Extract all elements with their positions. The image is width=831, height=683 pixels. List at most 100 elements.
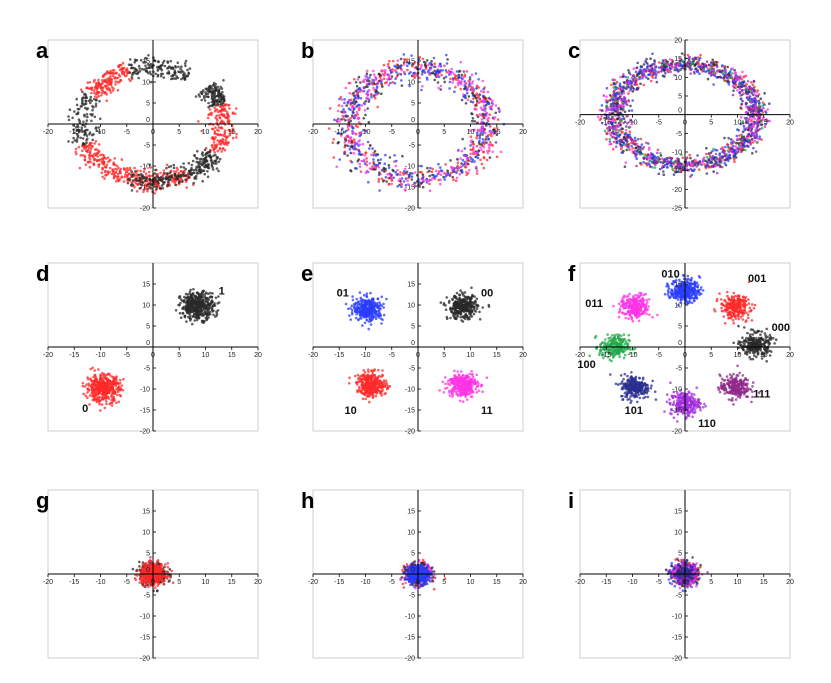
data-point [651,76,654,79]
data-point [475,84,479,88]
data-point [118,64,121,67]
data-point [204,155,208,159]
data-point [487,102,491,105]
data-point [414,66,417,69]
data-point [390,182,394,186]
data-point [217,97,221,101]
data-point [134,177,138,181]
y-tick-label: -10 [672,150,682,157]
data-point [378,76,382,79]
data-point [690,67,693,71]
data-point [100,91,104,95]
data-point [758,116,762,119]
data-point [184,64,187,68]
data-point [352,126,355,130]
data-point [186,299,190,302]
data-point [429,68,432,71]
data-point [471,100,475,104]
data-point [763,103,766,106]
data-point [137,64,141,68]
data-point [194,95,198,98]
data-point [149,72,153,76]
data-point [716,69,720,72]
data-point [338,158,342,161]
data-point [614,82,617,86]
data-point [171,179,174,183]
data-point [364,78,368,81]
data-point [120,384,123,387]
data-point [226,141,230,145]
data-point [177,175,181,178]
data-point [97,368,100,371]
data-point [628,130,632,134]
data-point [84,106,87,110]
data-point [696,60,699,64]
data-point [104,173,107,177]
data-point [79,154,82,157]
data-point [103,406,107,410]
data-point [449,159,452,162]
data-point [499,150,503,154]
data-point [656,151,659,155]
data-point [146,188,149,191]
data-point [226,135,230,138]
data-point [67,140,70,143]
data-point [179,316,183,320]
data-point [211,127,215,131]
data-point [219,102,223,106]
data-point [75,103,79,107]
data-point [76,107,80,111]
data-point [208,149,212,153]
data-point [154,72,157,76]
data-point [355,110,359,114]
data-point [433,73,437,76]
data-point [464,154,467,158]
data-point [198,160,202,163]
data-point [452,178,455,182]
data-point [380,69,383,72]
data-point [375,93,379,96]
data-point [377,162,381,165]
data-point [105,163,109,167]
data-point [460,149,464,153]
data-point [654,65,657,68]
data-point [99,153,102,157]
data-point [366,107,370,110]
data-point [396,59,400,62]
data-point [195,318,199,322]
data-point [115,180,118,183]
data-point [662,173,666,176]
data-point [116,76,120,80]
data-point [463,147,467,150]
data-point [87,99,91,103]
data-point [399,57,403,61]
data-point [159,171,162,175]
data-point [399,66,402,69]
data-point [206,116,210,120]
data-point [605,108,609,112]
data-point [67,118,71,122]
data-point [693,64,696,67]
data-point [218,114,221,117]
data-point [649,57,652,60]
data-point [483,139,486,143]
data-point [614,131,618,134]
y-tick-label: -5 [144,143,150,150]
data-point [197,316,201,319]
data-point [474,151,478,155]
data-point [106,395,110,399]
data-point [189,317,193,321]
data-point [654,74,658,77]
data-point [218,148,221,151]
data-point [708,152,711,156]
data-point [74,150,78,154]
data-point [755,134,758,138]
data-point [744,145,747,148]
data-point [340,104,344,108]
data-point [169,59,172,63]
data-point [754,106,757,110]
data-point [91,138,94,142]
data-point [178,311,182,315]
data-point [680,52,684,55]
data-point [88,394,92,397]
